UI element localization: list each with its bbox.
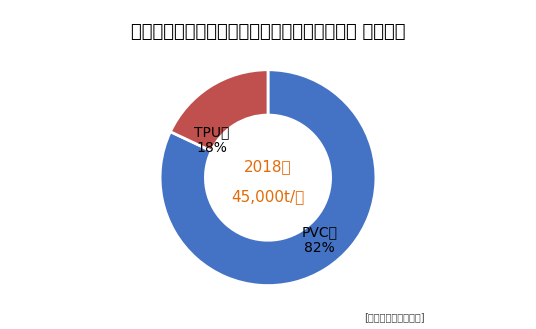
Wedge shape <box>170 70 268 151</box>
Text: 45,000t/年: 45,000t/年 <box>232 190 304 205</box>
Text: 2018年: 2018年 <box>244 159 292 174</box>
Text: 自動車内装用パウダースラッシュコンパウンド 市場規模: 自動車内装用パウダースラッシュコンパウンド 市場規模 <box>131 23 405 41</box>
Text: TPU系
18%: TPU系 18% <box>194 125 229 155</box>
Text: [矢野経済研究所推計]: [矢野経済研究所推計] <box>364 313 425 322</box>
Wedge shape <box>160 70 376 286</box>
Text: PVC系
82%: PVC系 82% <box>302 225 338 255</box>
